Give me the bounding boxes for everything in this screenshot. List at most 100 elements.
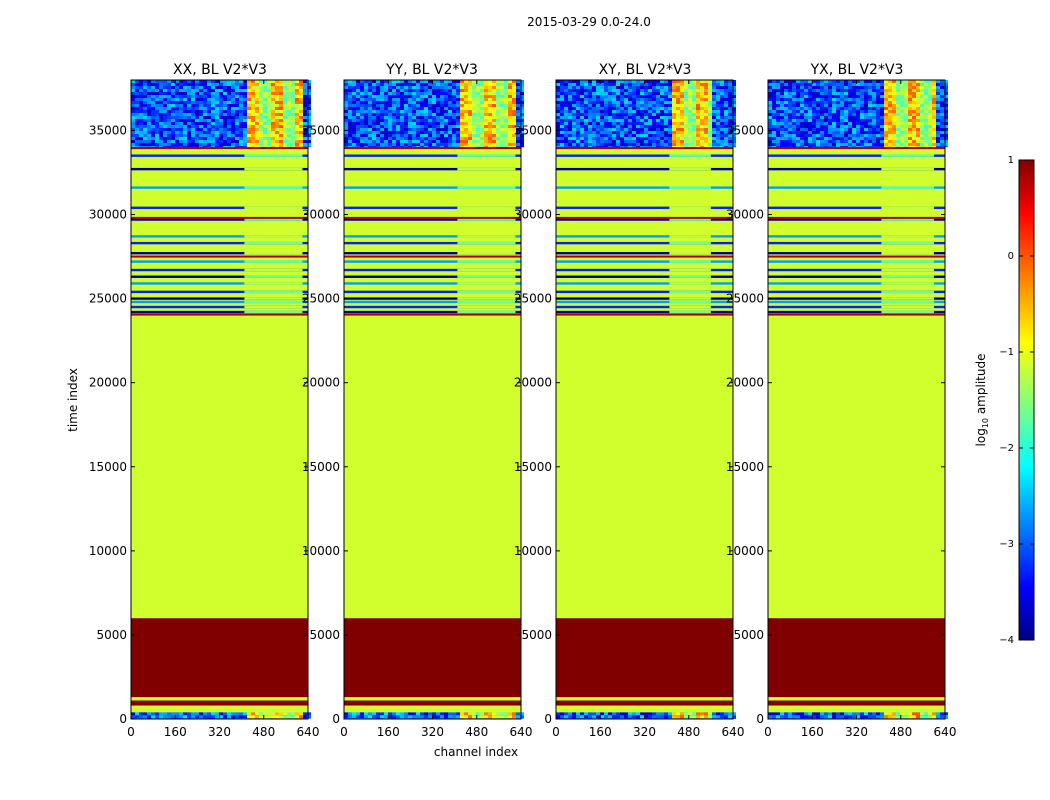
- heatmap-noise-cell: [888, 83, 892, 86]
- heatmap-noise-cell: [412, 122, 416, 125]
- heatmap-noise-cell: [372, 98, 376, 101]
- heatmap-noise-cell: [287, 137, 291, 140]
- heatmap-noise-cell: [868, 95, 872, 98]
- heatmap-noise-cell: [648, 122, 652, 125]
- heatmap-noise-cell: [364, 113, 368, 116]
- heatmap-noise-cell: [388, 95, 392, 98]
- heatmap-noise-cell: [660, 140, 664, 143]
- heatmap-noise-cell: [652, 146, 656, 148]
- heatmap-noise-cell: [203, 116, 207, 119]
- heatmap-noise-cell: [207, 101, 211, 104]
- heatmap-noise-cell: [207, 143, 211, 146]
- heatmap-noise-cell: [820, 107, 824, 110]
- heatmap-noise-cell: [908, 98, 912, 101]
- heatmap-noise-cell: [576, 146, 580, 148]
- heatmap-noise-cell: [203, 140, 207, 143]
- heatmap-noise-cell: [564, 134, 568, 137]
- heatmap-noise-cell: [656, 134, 660, 137]
- heatmap-noise-cell: [211, 83, 215, 86]
- heatmap-noise-cell: [464, 140, 468, 143]
- heatmap-noise-cell: [299, 86, 303, 89]
- heatmap-noise-cell: [183, 101, 187, 104]
- heatmap-noise-cell: [908, 89, 912, 92]
- heatmap-noise-cell: [832, 107, 836, 110]
- heatmap-noise-cell: [924, 95, 928, 98]
- heatmap-noise-cell: [560, 712, 564, 716]
- heatmap-noise-cell: [247, 80, 251, 83]
- heatmap-noise-cell: [856, 116, 860, 119]
- heatmap-noise-cell: [788, 101, 792, 104]
- heatmap-noise-cell: [444, 92, 448, 95]
- y-tick-label: 5000: [96, 628, 127, 642]
- heatmap-noise-cell: [612, 101, 616, 104]
- heatmap-noise-cell: [432, 110, 436, 113]
- heatmap-noise-cell: [924, 146, 928, 148]
- heatmap-noise-cell: [484, 101, 488, 104]
- heatmap-noise-cell: [356, 146, 360, 148]
- heatmap-noise-cell: [135, 125, 139, 128]
- heatmap-noise-cell: [512, 712, 516, 716]
- heatmap-noise-cell: [628, 119, 632, 122]
- heatmap-noise-cell: [728, 107, 732, 110]
- heatmap-noise-cell: [908, 146, 912, 148]
- heatmap-noise-cell: [768, 715, 772, 719]
- heatmap-noise-cell: [468, 83, 472, 86]
- y-tick-label: 10000: [89, 544, 127, 558]
- heatmap-noise-cell: [904, 101, 908, 104]
- heatmap-noise-cell: [259, 125, 263, 128]
- heatmap-noise-cell: [452, 125, 456, 128]
- heatmap-noise-cell: [660, 107, 664, 110]
- heatmap-noise-cell: [852, 712, 856, 716]
- heatmap-noise-cell: [380, 110, 384, 113]
- heatmap-noise-cell: [676, 98, 680, 101]
- heatmap-noise-cell: [239, 113, 243, 116]
- panel-title-xx: XX, BL V2*V3: [173, 62, 267, 78]
- heatmap-noise-cell: [772, 137, 776, 140]
- heatmap-noise-cell: [263, 116, 267, 119]
- heatmap-noise-cell: [636, 95, 640, 98]
- heatmap-noise-cell: [364, 131, 368, 134]
- heatmap-noise-cell: [772, 98, 776, 101]
- heatmap-noise-cell: [460, 101, 464, 104]
- heatmap-noise-cell: [944, 83, 948, 86]
- heatmap-noise-cell: [512, 95, 516, 98]
- heatmap-noise-cell: [468, 712, 472, 716]
- heatmap-noise-cell: [416, 101, 420, 104]
- heatmap-noise-cell: [348, 101, 352, 104]
- heatmap-noise-cell: [800, 101, 804, 104]
- heatmap-noise-cell: [259, 98, 263, 101]
- heatmap-noise-cell: [516, 98, 520, 101]
- heatmap-noise-cell: [828, 146, 832, 148]
- heatmap-noise-cell: [295, 113, 299, 116]
- heatmap-noise-cell: [720, 95, 724, 98]
- heatmap-noise-cell: [143, 143, 147, 146]
- heatmap-noise-cell: [844, 107, 848, 110]
- heatmap-noise-cell: [360, 89, 364, 92]
- heatmap-noise-cell: [191, 134, 195, 137]
- heatmap-noise-cell: [191, 86, 195, 89]
- heatmap-noise-cell: [283, 80, 287, 83]
- heatmap-noise-cell: [444, 146, 448, 148]
- heatmap-noise-cell: [616, 122, 620, 125]
- heatmap-noise-cell: [668, 134, 672, 137]
- heatmap-noise-cell: [155, 140, 159, 143]
- heatmap-noise-cell: [436, 92, 440, 95]
- heatmap-noise-cell: [564, 107, 568, 110]
- heatmap-noise-cell: [868, 119, 872, 122]
- heatmap-noise-cell: [255, 715, 259, 719]
- heatmap-noise-cell: [792, 128, 796, 131]
- heatmap-noise-cell: [864, 140, 868, 143]
- heatmap-noise-cell: [364, 715, 368, 719]
- heatmap-noise-cell: [259, 146, 263, 148]
- heatmap-noise-cell: [348, 146, 352, 148]
- heatmap-noise-cell: [920, 712, 924, 716]
- heatmap-noise-cell: [560, 128, 564, 131]
- heatmap-noise-cell: [364, 110, 368, 113]
- heatmap-noise-cell: [680, 80, 684, 83]
- heatmap-noise-cell: [924, 89, 928, 92]
- heatmap-noise-cell: [243, 122, 247, 125]
- heatmap-noise-cell: [408, 104, 412, 107]
- heatmap-noise-cell: [267, 95, 271, 98]
- heatmap-noise-cell: [476, 92, 480, 95]
- heatmap-noise-cell: [231, 143, 235, 146]
